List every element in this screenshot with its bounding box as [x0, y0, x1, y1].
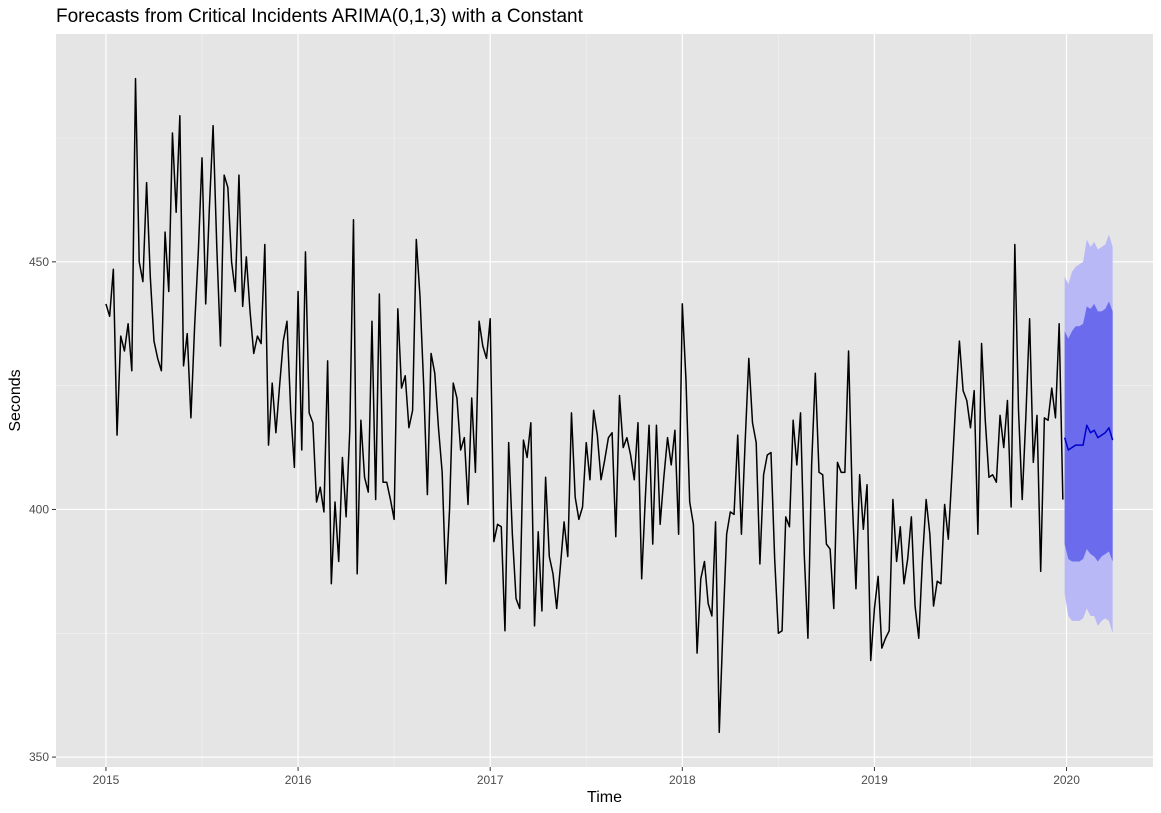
forecast-80-interval: [1064, 301, 1113, 562]
y-tick-label: 400: [29, 502, 49, 516]
chart-title: Forecasts from Critical Incidents ARIMA(…: [56, 6, 584, 27]
y-tick-label: 450: [29, 255, 49, 269]
x-tick-label: 2020: [1053, 773, 1080, 787]
x-tick-label: 2019: [861, 773, 888, 787]
x-tick-label: 2016: [285, 773, 312, 787]
y-axis-title: Seconds: [7, 369, 24, 431]
grid-minor: [56, 34, 1153, 767]
y-axis-ticks: 350 400 450: [29, 255, 56, 764]
x-tick-label: 2018: [669, 773, 696, 787]
observed-series-line: [105, 77, 1064, 734]
plot-panel: [56, 34, 1153, 767]
x-axis-ticks: 2015 2016 2017 2018 2019 2020: [93, 767, 1080, 787]
series-layer: [105, 77, 1114, 734]
forecast-mean-line: [1063, 424, 1114, 451]
x-tick-label: 2017: [477, 773, 504, 787]
ci-80-band: [1064, 301, 1113, 562]
y-tick-label: 350: [29, 750, 49, 764]
x-axis-title: Time: [587, 789, 622, 806]
x-tick-label: 2015: [93, 773, 120, 787]
